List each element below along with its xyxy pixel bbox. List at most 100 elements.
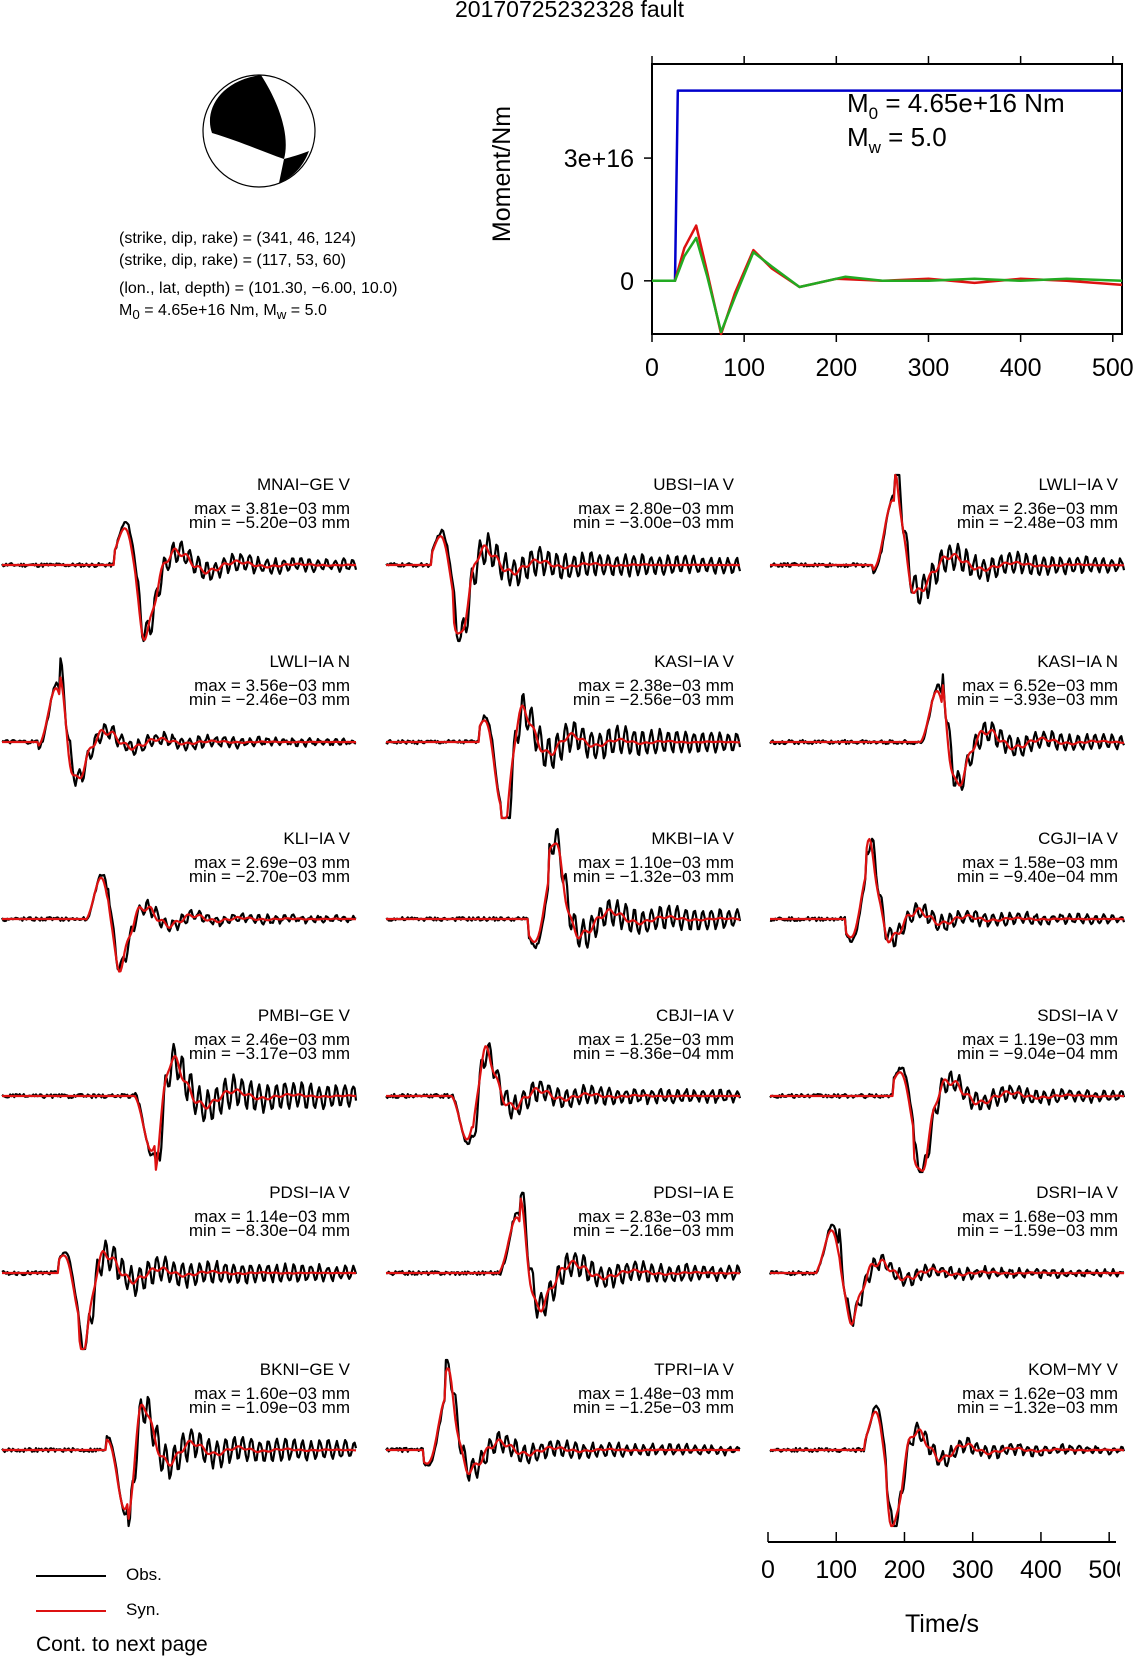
station-max: max = 2.38e−03 mm — [578, 676, 734, 695]
synthetic-waveform — [386, 1367, 740, 1476]
legend-obs-line — [36, 1575, 106, 1577]
nodal-plane-2: (strike, dip, rake) = (117, 53, 60) — [119, 252, 346, 269]
synthetic-waveform — [2, 876, 356, 973]
station-max: max = 1.58e−03 mm — [962, 853, 1118, 872]
waveform-plot — [385, 1358, 741, 1482]
station-name: KOM−MY V — [1028, 1360, 1118, 1379]
station-min: min = −3.17e−03 mm — [188, 1044, 350, 1063]
station-max: max = 2.83e−03 mm — [578, 1207, 734, 1226]
waveform-panel: PDSI−IA V max = 1.14e−03 mm min = −8.30e−0… — [0, 1181, 360, 1351]
plot-frame — [651, 63, 1123, 335]
station-max: max = 3.81e−03 mm — [194, 499, 350, 518]
station-min: min = −1.09e−03 mm — [188, 1398, 350, 1417]
y-tick-label: 3e+16 — [564, 145, 634, 173]
waveform-panel: MNAI−GE V max = 3.81e−03 mm min = −5.20e−0… — [0, 473, 360, 643]
waveform-plot — [769, 1404, 1126, 1528]
observed-waveform — [1, 657, 357, 787]
synthetic-waveform — [770, 684, 1125, 787]
x-tick-label: 300 — [908, 354, 950, 382]
station-name: UBSI−IA V — [653, 475, 734, 494]
magnitude-annotation: Mw = 5.0 — [847, 122, 947, 157]
observed-waveform — [1, 1239, 358, 1351]
station-min: min = −2.56e−03 mm — [572, 690, 734, 709]
waveform-plot — [385, 1191, 742, 1319]
station-min: min = −2.46e−03 mm — [188, 690, 350, 709]
moment-rate-chart: 0 100 200 300 400 500 0 3e+16 Time/s Moment/Nm M0 … — [488, 56, 1134, 400]
synthetic-waveform — [2, 1249, 356, 1351]
observed-waveform — [385, 693, 742, 820]
x-axis-label: Time/s — [850, 397, 924, 400]
source-time-function-green — [652, 236, 1123, 334]
x-tick-label: 100 — [815, 1556, 857, 1584]
station-name: PMBI−GE V — [257, 1006, 350, 1025]
observed-waveform — [769, 473, 1126, 605]
station-max: max = 1.68e−03 mm — [962, 1207, 1118, 1226]
y-axis-label: Moment/Nm — [488, 106, 516, 242]
station-name: KASI−IA N — [1037, 652, 1118, 671]
synthetic-waveform — [386, 1045, 740, 1141]
synthetic-waveform — [386, 535, 741, 635]
waveform-plot — [1, 1042, 358, 1171]
observed-waveform — [769, 1066, 1126, 1174]
station-min: min = −8.36e−04 mm — [572, 1044, 734, 1063]
station-name: SDSI−IA V — [1037, 1006, 1118, 1025]
synthetic-waveform — [2, 1054, 356, 1171]
waveform-panel: KOM−MY V max = 1.62e−03 mm min = −1.32e−03… — [768, 1358, 1128, 1528]
station-name: KASI−IA V — [654, 652, 734, 671]
station-min: min = −2.48e−03 mm — [956, 513, 1118, 532]
observed-waveform — [768, 1223, 1125, 1327]
station-max: max = 1.62e−03 mm — [962, 1384, 1118, 1403]
waveform-time-axis: 0 100 200 300 400 500 Time/s — [761, 1532, 1120, 1638]
station-min: min = −3.00e−03 mm — [572, 513, 734, 532]
waveform-plot — [1, 1239, 358, 1351]
waveform-panel: BKNI−GE V max = 1.60e−03 mm min = −1.09e−0… — [0, 1358, 360, 1528]
x-tick-label: 400 — [1000, 354, 1042, 382]
observed-waveform — [385, 528, 742, 643]
x-tick-label: 100 — [723, 354, 765, 382]
y-tick-label: 0 — [620, 268, 634, 296]
waveform-panel: KASI−IA V max = 2.38e−03 mm min = −2.56e−0… — [384, 650, 744, 820]
station-max: max = 1.19e−03 mm — [962, 1030, 1118, 1049]
waveform-panel: LWLI−IA N max = 3.56e−03 mm min = −2.46e−0… — [0, 650, 360, 820]
waveform-panel: UBSI−IA V max = 2.80e−03 mm min = −3.00e−0… — [384, 473, 744, 643]
station-max: max = 1.14e−03 mm — [194, 1207, 350, 1226]
station-name: TPRI−IA V — [654, 1360, 734, 1379]
waveform-panel: CBJI−IA V max = 1.25e−03 mm min = −8.36e−0… — [384, 1004, 744, 1174]
waveform-panel: TPRI−IA V max = 1.48e−03 mm min = −1.25e−0… — [384, 1358, 744, 1528]
waveform-panel: KLI−IA V max = 2.69e−03 mm min = −2.70e−03… — [0, 827, 360, 997]
x-tick-label: 0 — [645, 354, 659, 382]
waveform-panel: KASI−IA N max = 6.52e−03 mm min = −3.93e−0… — [768, 650, 1128, 820]
observed-waveform — [385, 1042, 742, 1146]
station-max: max = 6.52e−03 mm — [962, 676, 1118, 695]
waveform-plot — [385, 693, 742, 820]
cumulative-moment-line — [652, 89, 1122, 283]
mechanism-info: (strike, dip, rake) = (341, 46, 124) (st… — [119, 228, 397, 326]
waveform-plot — [769, 837, 1126, 948]
waveform-panel: CGJI−IA V max = 1.58e−03 mm min = −9.40e−0… — [768, 827, 1128, 997]
station-name: MNAI−GE V — [256, 475, 350, 494]
nodal-plane-1: (strike, dip, rake) = (341, 46, 124) — [119, 230, 356, 247]
legend-obs-label: Obs. — [126, 1565, 162, 1584]
waveform-panel: LWLI−IA V max = 2.36e−03 mm min = −2.48e−0… — [768, 473, 1128, 643]
waveform-plot — [1, 1395, 358, 1528]
waveform-plot — [385, 827, 742, 950]
station-max: max = 1.48e−03 mm — [578, 1384, 734, 1403]
synthetic-waveform — [2, 676, 356, 780]
station-name: MKBI−IA V — [651, 829, 734, 848]
event-location: (lon., lat, depth) = (101.30, −6.00, 10.… — [119, 280, 398, 297]
waveform-plot — [769, 1066, 1126, 1174]
waveform-panel: PMBI−GE V max = 2.46e−03 mm min = −3.17e−0… — [0, 1004, 360, 1174]
waveform-plot — [768, 1223, 1125, 1327]
station-name: BKNI−GE V — [259, 1360, 350, 1379]
waveform-plot — [769, 673, 1125, 791]
legend-syn-label: Syn. — [126, 1600, 161, 1619]
synthetic-waveform — [770, 473, 1125, 594]
station-name: LWLI−IA N — [269, 652, 350, 671]
waveform-plot — [1, 657, 357, 787]
waveform-panel: MKBI−IA V max = 1.10e−03 mm min = −1.32e−0… — [384, 827, 744, 997]
station-min: min = −1.32e−03 mm — [572, 867, 734, 886]
x-tick-label: 200 — [884, 1556, 926, 1584]
x-tick-label: 400 — [1020, 1556, 1062, 1584]
synthetic-waveform — [2, 1403, 357, 1520]
synthetic-waveform — [386, 1197, 740, 1313]
